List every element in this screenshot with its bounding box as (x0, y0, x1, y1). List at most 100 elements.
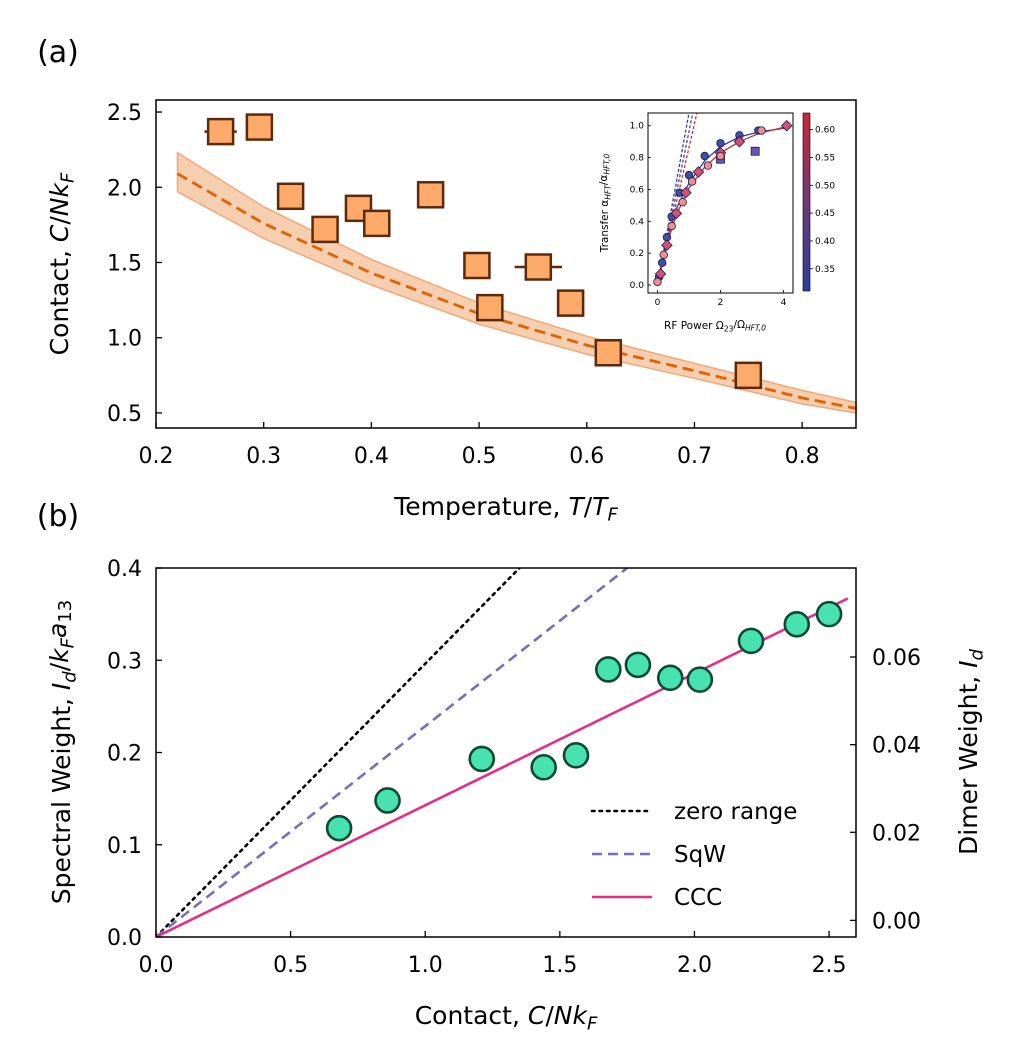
data-point-6 (624, 651, 652, 679)
inset-dashed-line-2 (656, 113, 698, 286)
y-axis-label-part-5: F (57, 637, 78, 648)
y-axis-label-part-3: / (45, 662, 74, 671)
y-axis-label-part-1: I (47, 683, 76, 690)
x-tick-label-0: 0.0 (139, 953, 174, 978)
data-point-5 (363, 209, 391, 238)
inset-point-3-7 (757, 126, 766, 135)
y-tick-label-4: 2.5 (107, 101, 142, 126)
data-point-3 (530, 753, 557, 781)
inset-y-axis-label: Transfer αHFT/αHFT,0 (598, 154, 612, 254)
colorbar-tick-label-0: 0.35 (815, 265, 835, 275)
data-point-5 (595, 656, 622, 683)
x-tick-label-3: 0.5 (462, 444, 497, 469)
x-tick-label-5: 2.5 (812, 953, 847, 978)
y-tick-label-4: 0.4 (107, 557, 142, 582)
plot-frame (155, 567, 857, 938)
inset-point-2-1 (661, 239, 673, 251)
y2-axis-label-part-2: d (966, 648, 987, 660)
data-point-3 (311, 215, 339, 244)
data-point-10 (783, 610, 811, 638)
line-ccc (156, 597, 849, 937)
x-tick-label-2: 0.4 (354, 444, 389, 469)
inset-y-axis-label-part-3: HFT,0 (602, 154, 611, 175)
inset-point-0-6 (700, 151, 709, 161)
panel-a: (a) 0.2 0.3 0.4 0.5 0.6 0.7 0.8 0.5 1.0 1.5 2.0 2.5 T… (37, 35, 857, 525)
inset-x-axis-label-part-1: 23 (724, 324, 734, 333)
x-axis-label-part-0: Temperature, (393, 492, 568, 521)
inset-x-axis-label-part-0: RF Power Ω (664, 320, 724, 332)
panel-b-label: (b) (37, 499, 79, 534)
inset: 0 2 40.00.20.40.60.81.0RF Power Ω23/ΩHFT,0… (598, 112, 835, 333)
x-axis-label-part-4: F (607, 504, 618, 525)
y-tick-label-0: 0.0 (107, 926, 142, 951)
inset-y-tick-label-3: 0.6 (630, 185, 645, 195)
y-axis-label-part-6: a (43, 623, 72, 638)
data-point-8 (476, 293, 504, 322)
data-point-9 (524, 253, 553, 281)
data-point-7 (656, 664, 684, 692)
y-axis-label-part-4: k (45, 647, 74, 663)
inset-point-3-6 (716, 151, 725, 161)
inset-point-3-4 (687, 177, 697, 186)
y2-axis-label: Dimer Weight, Id (954, 648, 987, 855)
inset-point-3-3 (678, 198, 687, 207)
y-axis-label-part-2: d (59, 671, 80, 683)
y-axis-label-part-0: Contact, (45, 242, 74, 355)
x-tick-label-6: 0.8 (785, 444, 820, 469)
inset-y-axis-label-part-2: /α (598, 175, 610, 186)
x-tick-label-5: 0.7 (677, 444, 712, 469)
data-point-10 (556, 289, 585, 317)
y-axis-label-part-7: 13 (55, 600, 76, 623)
data-point-0 (206, 117, 235, 146)
x-axis-label: Contact, C/NkF (415, 1001, 598, 1034)
legend: zero range SqW CCC (590, 799, 797, 911)
data-point-0 (325, 814, 353, 842)
inset-point-2-2 (670, 207, 683, 220)
x-axis-label: Temperature, T/TF (393, 492, 618, 525)
x-tick-label-1: 0.5 (273, 953, 308, 978)
y-axis-label: Contact, C/NkF (45, 172, 78, 355)
y2-tick-label-2: 0.04 (872, 734, 921, 759)
inset-point-0-1 (657, 258, 667, 267)
x-axis-label-part-0: Contact, (415, 1001, 528, 1030)
inset-point-2-4 (692, 166, 705, 178)
y-tick-label-3: 0.3 (107, 649, 142, 674)
inset-y-tick-label-4: 0.8 (630, 154, 645, 164)
inset-x-axis-label: RF Power Ω23/ΩHFT,0 (664, 319, 766, 333)
legend-label-0: zero range (674, 799, 797, 825)
inset-point-2-3 (680, 186, 692, 199)
x-tick-label-1: 0.3 (246, 444, 281, 469)
data-point-11 (594, 339, 623, 367)
legend-label-2: CCC (674, 885, 722, 911)
inset-y-tick-label-2: 0.4 (630, 217, 645, 227)
colorbar-tick-label-3: 0.50 (815, 181, 835, 191)
inset-point-1-1 (750, 146, 760, 156)
colorbar-tick-label-1: 0.40 (815, 237, 835, 247)
data-point-4 (562, 741, 590, 769)
inset-x-tick-label-2: 4 (781, 298, 787, 308)
y-tick-label-2: 1.5 (107, 251, 142, 276)
data-point-2 (276, 182, 305, 211)
y-axis-label-part-3: Nk (45, 182, 74, 217)
data-point-9 (737, 627, 765, 655)
inset-y-tick-label-1: 0.2 (630, 249, 644, 259)
x-tick-label-4: 2.0 (677, 953, 712, 978)
panel-a-label: (a) (37, 35, 79, 70)
inset-point-0-7 (716, 139, 725, 148)
y2-axis-label-part-0: Dimer Weight, (954, 668, 983, 855)
inset-point-3-0 (653, 277, 662, 287)
x-tick-label-4: 0.6 (569, 444, 604, 469)
y2-tick-label-3: 0.06 (872, 646, 921, 671)
inset-y-axis-label-part-1: HFT (603, 184, 612, 200)
inset-point-2-6 (733, 135, 746, 148)
x-axis-label-part-1: C (528, 1001, 546, 1030)
data-point-8 (686, 666, 714, 693)
data-point-12 (734, 361, 763, 390)
y-axis-label: Spectral Weight, Id/kFa13 (43, 600, 81, 904)
data-point-6 (416, 181, 445, 209)
y-tick-label-1: 1.0 (107, 327, 142, 352)
x-axis-label-part-2: / (584, 492, 593, 521)
inset-dashed-line-1 (656, 113, 694, 286)
inset-x-axis-label-part-2: /Ω (733, 319, 745, 331)
